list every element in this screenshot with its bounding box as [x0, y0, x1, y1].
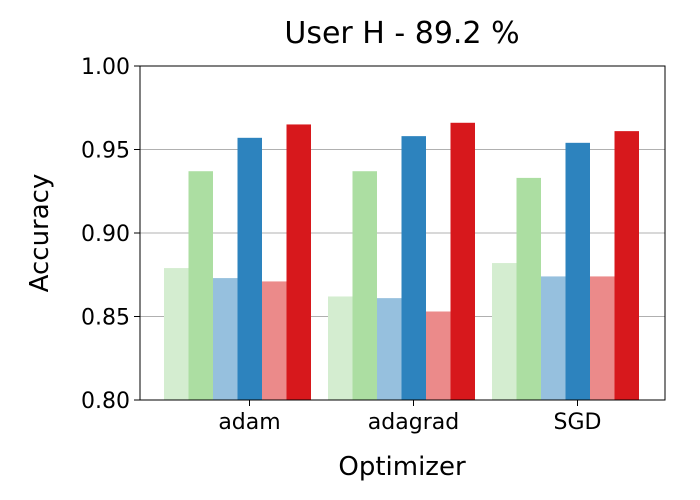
y-axis-label: Accuracy: [25, 174, 55, 293]
bar-sgd-2: [516, 177, 541, 400]
bar-sgd-4: [565, 142, 590, 400]
x-axis-ticks: adam adagrad SGD: [218, 400, 601, 435]
bar-adagrad-3: [377, 298, 402, 400]
chart-title: User H - 89.2 %: [284, 16, 519, 51]
bar-adam-6: [286, 124, 311, 400]
bar-sgd-6: [614, 131, 639, 400]
y-tick-label: 1.00: [81, 55, 130, 80]
y-tick-label: 0.85: [81, 306, 130, 331]
bar-adagrad-5: [426, 311, 451, 400]
bar-adam-3: [213, 278, 238, 400]
y-tick-label: 0.90: [81, 222, 130, 247]
y-tick-label: 0.95: [81, 139, 130, 164]
x-axis-label: Optimizer: [338, 452, 466, 482]
bars: [164, 122, 639, 400]
bar-adagrad-6: [450, 122, 475, 400]
y-tick-label: 0.80: [81, 389, 130, 414]
x-tick-label-adagrad: adagrad: [368, 410, 459, 435]
bar-sgd-1: [492, 263, 517, 400]
bar-adagrad-2: [352, 171, 377, 400]
y-axis-ticks: 0.80 0.85 0.90 0.95 1.00: [81, 55, 140, 414]
bar-sgd-3: [541, 276, 566, 400]
bar-adam-4: [237, 137, 262, 400]
x-tick-label-sgd: SGD: [554, 410, 602, 435]
bar-adam-5: [262, 281, 287, 400]
x-tick-label-adam: adam: [218, 410, 280, 435]
bar-adam-1: [164, 268, 189, 400]
bar-sgd-5: [590, 276, 615, 400]
bar-adagrad-4: [401, 136, 426, 400]
bar-adam-2: [188, 171, 213, 400]
bar-adagrad-1: [328, 296, 353, 400]
